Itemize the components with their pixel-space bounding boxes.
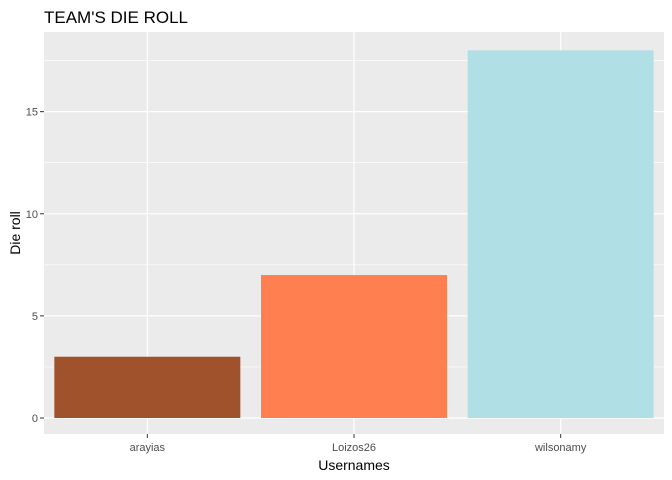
y-tick-label: 15 — [26, 107, 38, 119]
x-tick-label: Loizos26 — [332, 442, 376, 454]
y-tick-label: 0 — [32, 413, 38, 425]
y-tick-label: 5 — [32, 311, 38, 323]
x-tick-label: wilsonamy — [534, 442, 587, 454]
x-axis-title: Usernames — [318, 457, 390, 473]
chart-title: TEAM'S DIE ROLL — [44, 8, 188, 27]
y-axis-title: Die roll — [7, 211, 23, 255]
x-tick-label: arayias — [130, 442, 166, 454]
bar-arayias — [54, 356, 241, 418]
y-axis: 0 5 10 15 — [26, 107, 44, 425]
bars — [54, 50, 654, 418]
bar-wilsonamy — [467, 50, 654, 418]
y-tick-label: 10 — [26, 209, 38, 221]
x-axis: arayias Loizos26 wilsonamy — [130, 434, 587, 454]
bar-loizos26 — [261, 275, 447, 418]
